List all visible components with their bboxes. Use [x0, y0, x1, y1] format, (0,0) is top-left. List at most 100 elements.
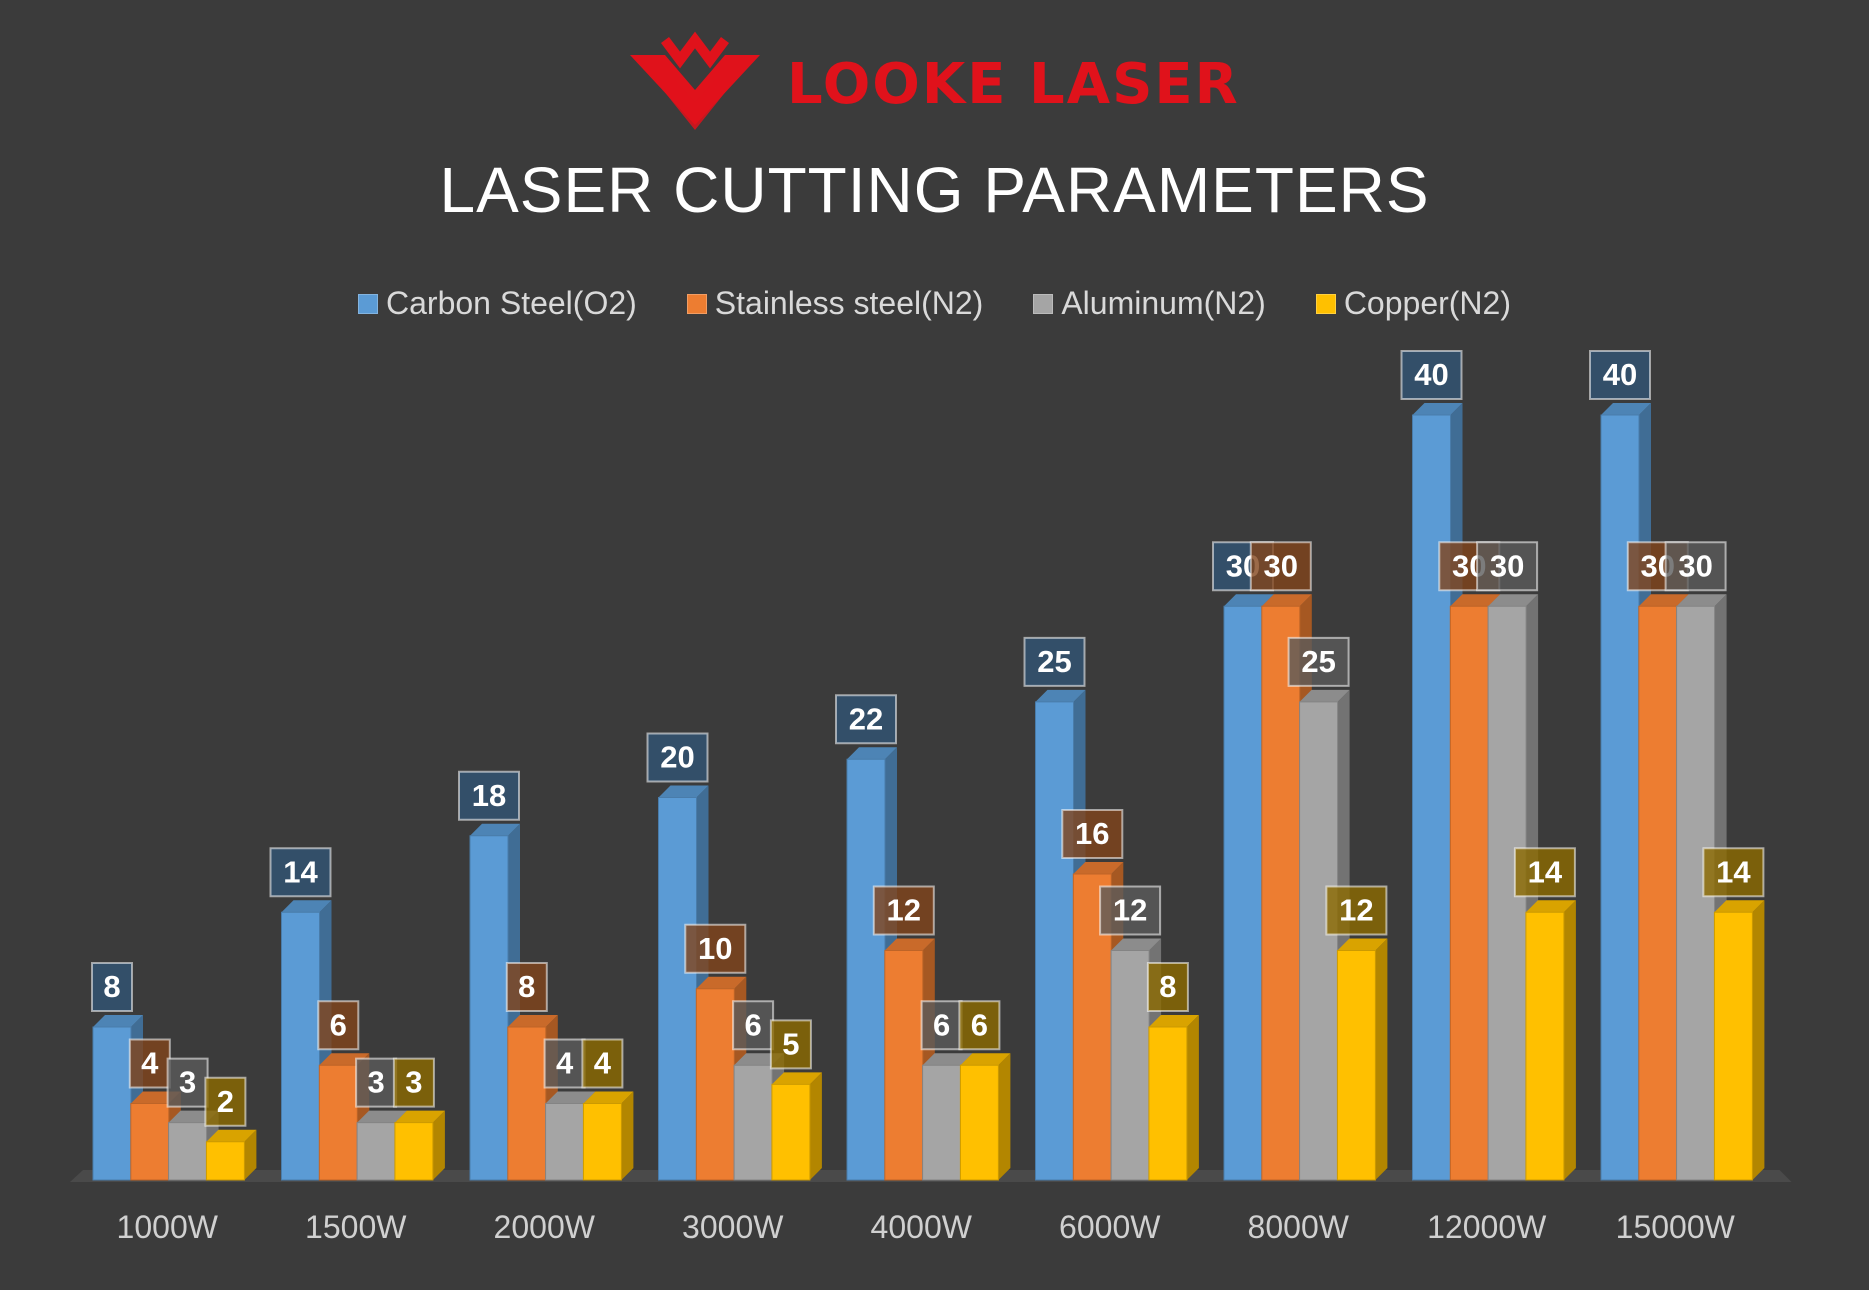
bar-top [1450, 594, 1501, 607]
bar [959, 1053, 1011, 1181]
bar-front [582, 1103, 622, 1181]
bar [771, 1072, 822, 1181]
bar-top [1601, 403, 1651, 415]
data-label-box [128, 1038, 171, 1089]
data-label-text: 14 [1528, 854, 1563, 889]
bar-front [1713, 911, 1753, 1181]
legend-item-aluminum: Aluminum(N2) [1033, 285, 1266, 322]
data-label: 3 [392, 1057, 435, 1108]
data-label-box [1146, 962, 1189, 1012]
bar-top [1337, 938, 1388, 951]
data-label-text: 2 [217, 1084, 234, 1119]
x-tick-label: 12000W [1427, 1209, 1547, 1245]
data-label-box [1664, 541, 1727, 592]
bar-top [1676, 594, 1727, 607]
data-label: 6 [317, 1000, 360, 1051]
bar-front [884, 950, 924, 1181]
bar-top [1035, 689, 1086, 702]
bar-front [1110, 950, 1150, 1181]
data-label: 2 [204, 1076, 247, 1127]
bar-front [922, 1064, 962, 1181]
legend-item-carbon-steel: Carbon Steel(O2) [358, 285, 637, 322]
data-label-box [1702, 847, 1765, 898]
bar-front [1412, 414, 1451, 1181]
bar [846, 747, 897, 1181]
bar-front [130, 1103, 170, 1181]
data-label: 14 [1513, 847, 1576, 898]
bar-side [1186, 1015, 1199, 1180]
bar-top [281, 900, 332, 913]
bar-front [1148, 1026, 1188, 1181]
data-label-box [458, 770, 520, 821]
bar [582, 1091, 634, 1181]
data-label-text: 22 [849, 701, 883, 736]
data-label: 5 [769, 1019, 812, 1070]
data-label: 25 [1023, 636, 1086, 687]
data-label-text: 6 [744, 1007, 761, 1042]
bar-front [545, 1103, 585, 1181]
double-chevron-v-logo-icon [630, 31, 760, 130]
bar-side [1375, 938, 1388, 1180]
x-tick-label: 6000W [1059, 1209, 1161, 1245]
legend-item-copper: Copper(N2) [1315, 285, 1511, 322]
data-label: 12 [1325, 885, 1388, 936]
data-label-box [1325, 885, 1388, 936]
bar-front [1035, 701, 1074, 1181]
data-label-box [392, 1057, 435, 1108]
data-label-text: 10 [698, 931, 732, 966]
data-label: 4 [128, 1038, 171, 1089]
bar-top [394, 1110, 445, 1123]
bar-top [93, 1015, 143, 1027]
bar-top [1488, 594, 1539, 607]
bar [1336, 938, 1388, 1181]
bar [1299, 689, 1350, 1181]
data-label-text: 30 [1264, 548, 1298, 583]
data-label-text: 8 [1159, 969, 1176, 1004]
data-label: 6 [732, 1000, 775, 1051]
data-label-box [204, 1076, 247, 1127]
bar [394, 1110, 445, 1181]
bar-side [432, 1110, 445, 1180]
data-label-text: 14 [1716, 854, 1751, 889]
bar-top [583, 1091, 634, 1104]
data-label-box [1400, 350, 1463, 400]
data-label-box [1023, 636, 1086, 687]
x-tick-label: 8000W [1248, 1209, 1350, 1245]
data-label-box [872, 885, 935, 936]
bar-front [1449, 605, 1489, 1181]
data-label-box [920, 1000, 963, 1051]
data-label-text: 3 [367, 1065, 384, 1100]
legend-item-stainless-steel: Stainless steel(N2) [686, 285, 983, 322]
bar-top [1073, 862, 1124, 874]
bar-top [545, 1091, 596, 1104]
bar-front [318, 1064, 358, 1181]
data-label: 6 [958, 1000, 1001, 1051]
data-label-text: 30 [1678, 548, 1712, 583]
bar [168, 1110, 219, 1181]
data-label-text: 4 [141, 1046, 159, 1081]
legend-swatch [358, 293, 378, 314]
data-label-box [505, 962, 548, 1012]
bar [1525, 900, 1576, 1181]
bar-front [1261, 605, 1301, 1181]
data-label-box [646, 732, 709, 783]
data-label-text: 4 [594, 1046, 612, 1081]
bar-top [1638, 594, 1689, 607]
bar-front [1336, 950, 1376, 1181]
bar-front [733, 1064, 773, 1181]
data-label-box [166, 1057, 209, 1108]
bar-front [1638, 605, 1678, 1181]
data-label: 4 [543, 1038, 586, 1089]
bar-top [884, 938, 935, 951]
bar-top [507, 1015, 558, 1027]
data-label-text: 16 [1075, 816, 1109, 851]
data-label: 6 [920, 1000, 963, 1051]
brand-logo: LOOKE LASER [625, 30, 1245, 140]
bar-front [658, 797, 697, 1181]
bar [469, 823, 520, 1181]
data-label-box [317, 1000, 360, 1051]
bar-top [1261, 594, 1312, 607]
bar-front [507, 1026, 547, 1181]
data-label-text: 25 [1301, 644, 1335, 679]
bar-top [1525, 900, 1576, 913]
